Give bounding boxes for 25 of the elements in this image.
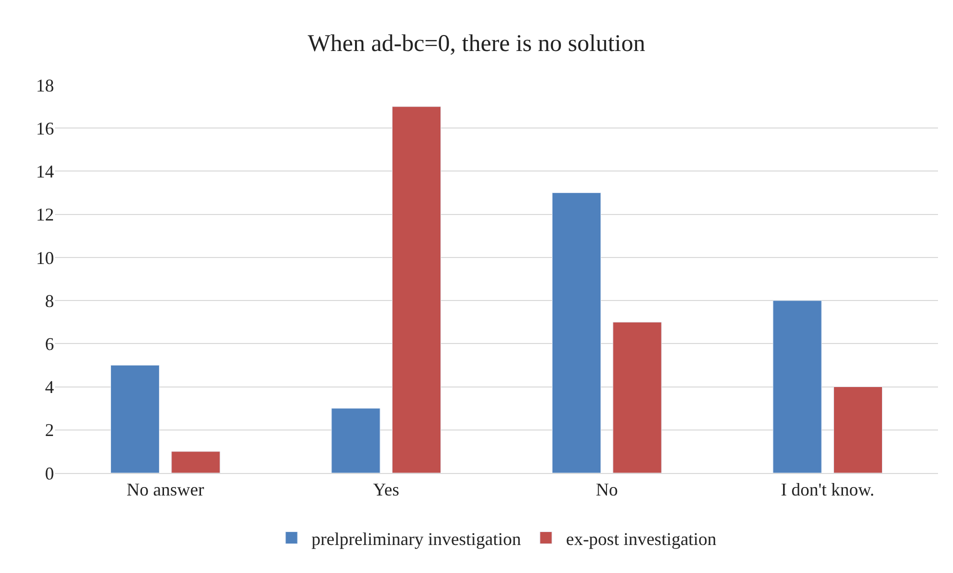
x-tick-label: No — [596, 480, 618, 500]
x-tick-label: No answer — [126, 480, 204, 500]
x-tick-label: I don't know. — [780, 480, 874, 500]
y-tick-label: 14 — [36, 162, 54, 182]
bar — [612, 322, 662, 473]
bar — [331, 408, 380, 473]
y-tick-label: 2 — [45, 420, 54, 440]
legend-label: prelpreliminary investigation — [312, 528, 521, 549]
bar — [833, 386, 883, 473]
y-tick-label: 4 — [45, 377, 54, 398]
y-tick-label: 16 — [36, 118, 54, 138]
y-tick-label: 18 — [36, 75, 54, 96]
bar — [392, 106, 442, 473]
bar — [171, 451, 220, 473]
y-tick-label: 8 — [45, 290, 54, 311]
y-tick-label: 0 — [45, 463, 54, 484]
y-tick-label: 6 — [45, 334, 54, 354]
bar — [110, 364, 160, 473]
bar — [552, 192, 602, 473]
y-tick-label: 10 — [36, 248, 54, 268]
bar — [772, 300, 822, 473]
x-tick-label: Yes — [373, 480, 400, 500]
chart-title: When ad-bc=0, there is no solution — [308, 31, 646, 58]
y-tick-label: 12 — [36, 204, 54, 225]
legend-label: ex-post investigation — [566, 528, 716, 549]
